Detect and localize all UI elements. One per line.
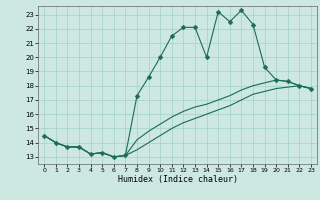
X-axis label: Humidex (Indice chaleur): Humidex (Indice chaleur) bbox=[118, 175, 238, 184]
